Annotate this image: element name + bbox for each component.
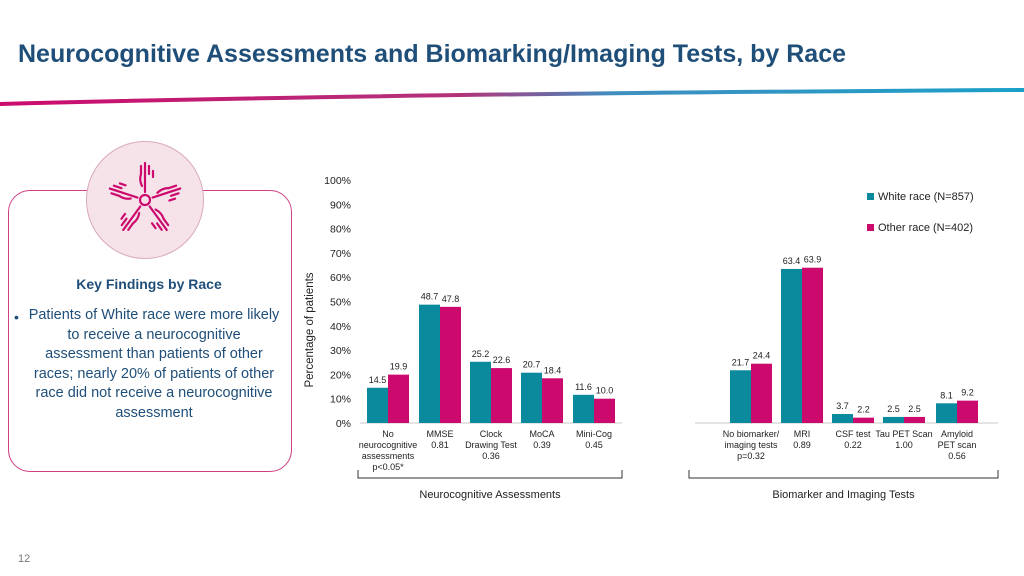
bar-white-race (781, 268, 802, 423)
data-label: 22.6 (493, 355, 511, 365)
data-label: 9.2 (961, 388, 974, 398)
x-tick-label: MoCA (529, 429, 554, 439)
key-findings-title: Key Findings by Race (76, 276, 222, 292)
x-tick-label: 0.45 (585, 440, 603, 450)
header-swoosh (0, 88, 1024, 106)
y-tick-label: 80% (330, 224, 351, 236)
bar-white-race (521, 372, 542, 423)
bullet-marker: • (14, 309, 19, 325)
bar-other-race (802, 267, 823, 423)
data-label: 21.7 (732, 357, 750, 367)
bar-other-race (594, 398, 615, 423)
x-tick-label: p<0.05* (372, 462, 404, 472)
bar-other-race (491, 368, 512, 423)
data-label: 8.1 (940, 390, 953, 400)
x-tick-label: Mini-Cog (576, 429, 612, 439)
data-label: 47.8 (442, 294, 460, 304)
x-tick-label: 1.00 (895, 440, 913, 450)
page-title: Neurocognitive Assessments and Biomarkin… (18, 40, 847, 68)
x-tick-label: 0.22 (844, 440, 862, 450)
y-tick-label: 10% (330, 394, 351, 406)
data-label: 3.7 (836, 401, 849, 411)
y-tick-label: 90% (330, 199, 351, 211)
legend-label: Other race (N=402) (878, 222, 973, 234)
data-label: 10.0 (596, 386, 614, 396)
bar-white-race (470, 361, 491, 423)
bar-white-race (367, 387, 388, 423)
page-number: 12 (18, 553, 31, 565)
x-tick-label: 0.36 (482, 451, 500, 461)
bar-other-race (853, 417, 874, 423)
x-tick-label: 0.89 (793, 440, 811, 450)
y-tick-label: 40% (330, 321, 351, 333)
data-label: 2.5 (887, 404, 900, 414)
y-tick-label: 0% (336, 418, 351, 430)
x-tick-label: Tau PET Scan (875, 429, 932, 439)
bar-white-race (419, 304, 440, 423)
x-tick-label: No (382, 429, 394, 439)
x-tick-label: 0.56 (948, 451, 966, 461)
bar-other-race (388, 374, 409, 423)
bar-other-race (904, 416, 925, 423)
data-label: 63.4 (783, 256, 801, 266)
group-bracket (688, 470, 999, 479)
group-label: Neurocognitive Assessments (419, 489, 561, 501)
x-tick-label: Drawing Test (465, 440, 517, 450)
y-tick-label: 30% (330, 345, 351, 357)
data-label: 25.2 (472, 349, 490, 359)
data-label: 2.2 (857, 405, 870, 415)
data-label: 24.4 (753, 351, 771, 361)
x-tick-label: PET scan (938, 440, 977, 450)
bar-white-race (883, 416, 904, 423)
x-tick-label: p=0.32 (737, 451, 765, 461)
y-axis-label: Percentage of patients (304, 272, 316, 387)
data-label: 48.7 (421, 292, 439, 302)
data-label: 20.7 (523, 360, 541, 370)
x-tick-label: CSF test (835, 429, 871, 439)
legend-swatch-other-race (867, 224, 874, 231)
data-label: 18.4 (544, 365, 562, 375)
y-tick-label: 50% (330, 297, 351, 309)
key-finding-bullet: Patients of White race were more likely … (28, 307, 280, 421)
x-tick-label: 0.81 (431, 440, 449, 450)
group-label: Biomarker and Imaging Tests (772, 489, 915, 501)
hands-circle-icon (86, 141, 204, 259)
bar-other-race (542, 378, 563, 423)
bar-white-race (730, 370, 751, 423)
legend-swatch-white-race (867, 193, 874, 200)
bar-other-race (440, 306, 461, 423)
data-label: 11.6 (575, 382, 592, 392)
group-bracket (357, 470, 623, 479)
bar-other-race (751, 363, 772, 423)
data-label: 19.9 (390, 362, 408, 372)
bar-white-race (832, 414, 853, 423)
data-label: 2.5 (908, 404, 921, 414)
x-tick-label: 0.39 (533, 440, 551, 450)
bar-white-race (936, 403, 957, 423)
x-tick-label: assessments (362, 451, 415, 461)
x-tick-label: Clock (480, 429, 503, 439)
bar-white-race (573, 394, 594, 423)
x-tick-label: MMSE (427, 429, 454, 439)
x-tick-label: Amyloid (941, 429, 973, 439)
x-tick-label: No biomarker/ (723, 429, 780, 439)
x-tick-label: neurocognitive (359, 440, 418, 450)
y-tick-label: 100% (324, 175, 351, 187)
x-tick-label: imaging tests (724, 440, 778, 450)
bar-other-race (957, 400, 978, 423)
y-tick-label: 60% (330, 272, 351, 284)
y-tick-label: 20% (330, 369, 351, 381)
x-tick-label: MRI (794, 429, 811, 439)
legend-label: White race (N=857) (878, 191, 974, 203)
data-label: 14.5 (369, 375, 387, 385)
data-label: 63.9 (804, 255, 822, 265)
y-tick-label: 70% (330, 248, 351, 260)
